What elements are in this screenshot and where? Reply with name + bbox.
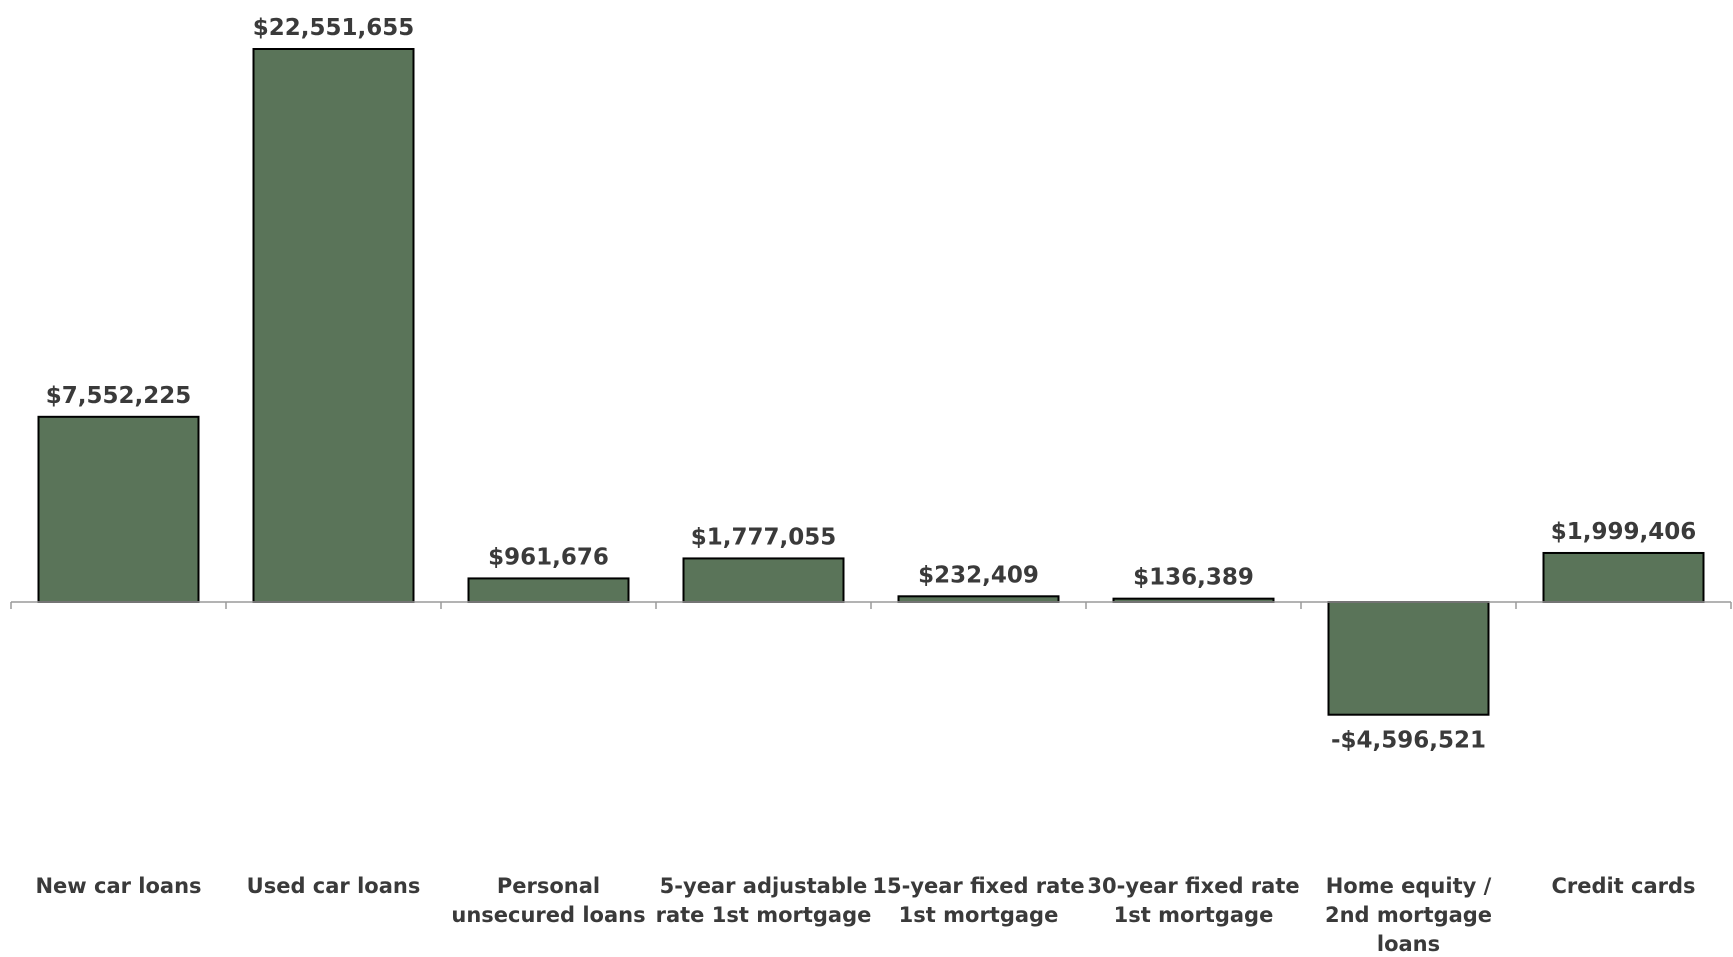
category-label-line: rate 1st mortgage bbox=[656, 903, 872, 927]
category-label: Personal unsecured loans bbox=[451, 874, 645, 927]
bar bbox=[1542, 551, 1705, 604]
data-label: $1,999,406 bbox=[1551, 519, 1697, 545]
category-label-line: 30-year fixed rate bbox=[1087, 874, 1299, 898]
category-label-line: New car loans bbox=[35, 874, 201, 898]
data-label: $961,676 bbox=[488, 544, 609, 570]
category-label: 15-year fixed rate 1st mortgage bbox=[872, 874, 1084, 927]
bar bbox=[252, 48, 415, 603]
data-label: -$4,596,521 bbox=[1331, 728, 1486, 754]
bar bbox=[467, 577, 630, 603]
category-label-line: 15-year fixed rate bbox=[872, 874, 1084, 898]
category-label-line: loans bbox=[1377, 932, 1440, 956]
category-label: 30-year fixed rate 1st mortgage bbox=[1087, 874, 1299, 927]
bar bbox=[1327, 601, 1490, 716]
category-label: Home equity / 2nd mortgage loans bbox=[1325, 874, 1492, 956]
category-label-line: Home equity / bbox=[1326, 874, 1492, 898]
category-label-line: Credit cards bbox=[1551, 874, 1695, 898]
category-label: 5-year adjustable rate 1st mortgage bbox=[656, 874, 872, 927]
category-labels-layer: New car loans Used car loans Personal unsec… bbox=[35, 874, 1695, 956]
category-label: Credit cards bbox=[1551, 874, 1695, 898]
bar bbox=[682, 557, 845, 603]
data-label: $7,552,225 bbox=[46, 383, 192, 409]
category-label-line: 1st mortgage bbox=[899, 903, 1059, 927]
bars-layer bbox=[37, 48, 1705, 716]
bar bbox=[897, 595, 1060, 603]
category-label-line: 1st mortgage bbox=[1114, 903, 1274, 927]
data-label: $1,777,055 bbox=[691, 524, 837, 550]
category-label: New car loans bbox=[35, 874, 201, 898]
category-label: Used car loans bbox=[247, 874, 421, 898]
data-label: $22,551,655 bbox=[253, 15, 415, 41]
bar bbox=[37, 415, 200, 603]
data-label: $136,389 bbox=[1133, 565, 1254, 591]
category-label-line: 5-year adjustable bbox=[660, 874, 868, 898]
data-labels-layer: $7,552,225 $22,551,655 $961,676 $1,777,055 $… bbox=[46, 15, 1697, 754]
category-label-line: unsecured loans bbox=[451, 903, 645, 927]
category-label-line: Used car loans bbox=[247, 874, 421, 898]
category-label-line: Personal bbox=[497, 874, 600, 898]
data-label: $232,409 bbox=[918, 562, 1039, 588]
category-label-line: 2nd mortgage bbox=[1325, 903, 1492, 927]
x-axis bbox=[10, 601, 1732, 609]
